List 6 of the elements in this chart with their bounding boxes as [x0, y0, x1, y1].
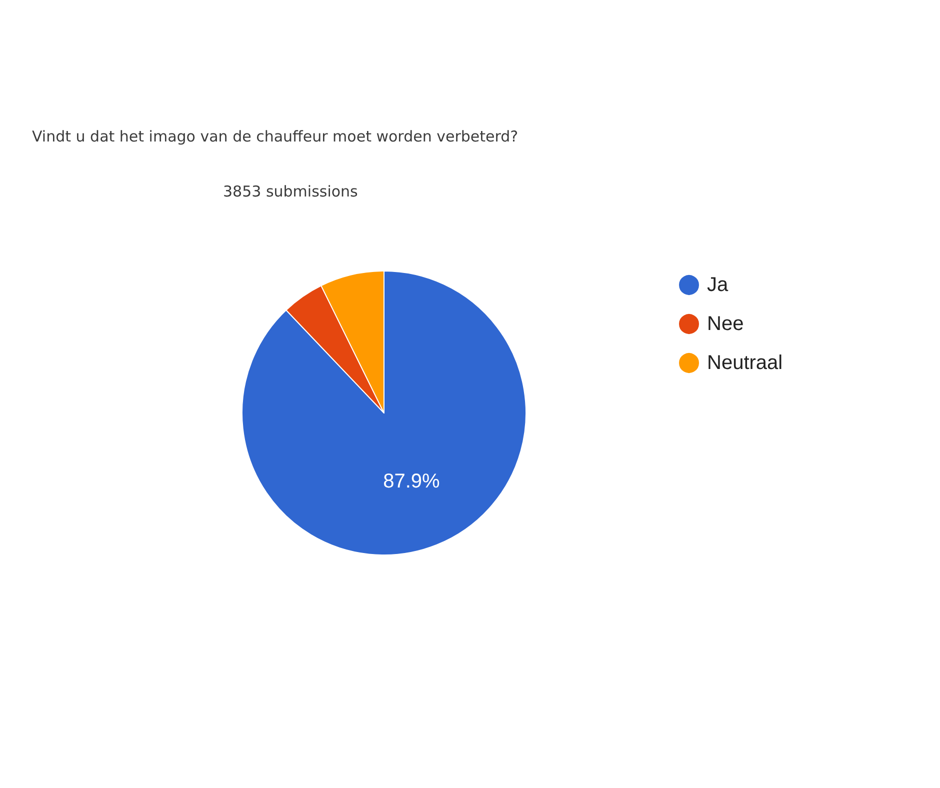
legend-label: Nee [707, 313, 744, 335]
data-label: 87.9% [383, 470, 440, 493]
legend-label: Ja [707, 274, 729, 296]
legend-label: Neutraal [707, 352, 783, 374]
chart-subtitle: 3853 submissions [223, 182, 358, 200]
chart-title: Vindt u dat het imago van de chauffeur moet worden verbeterd? [32, 128, 518, 146]
